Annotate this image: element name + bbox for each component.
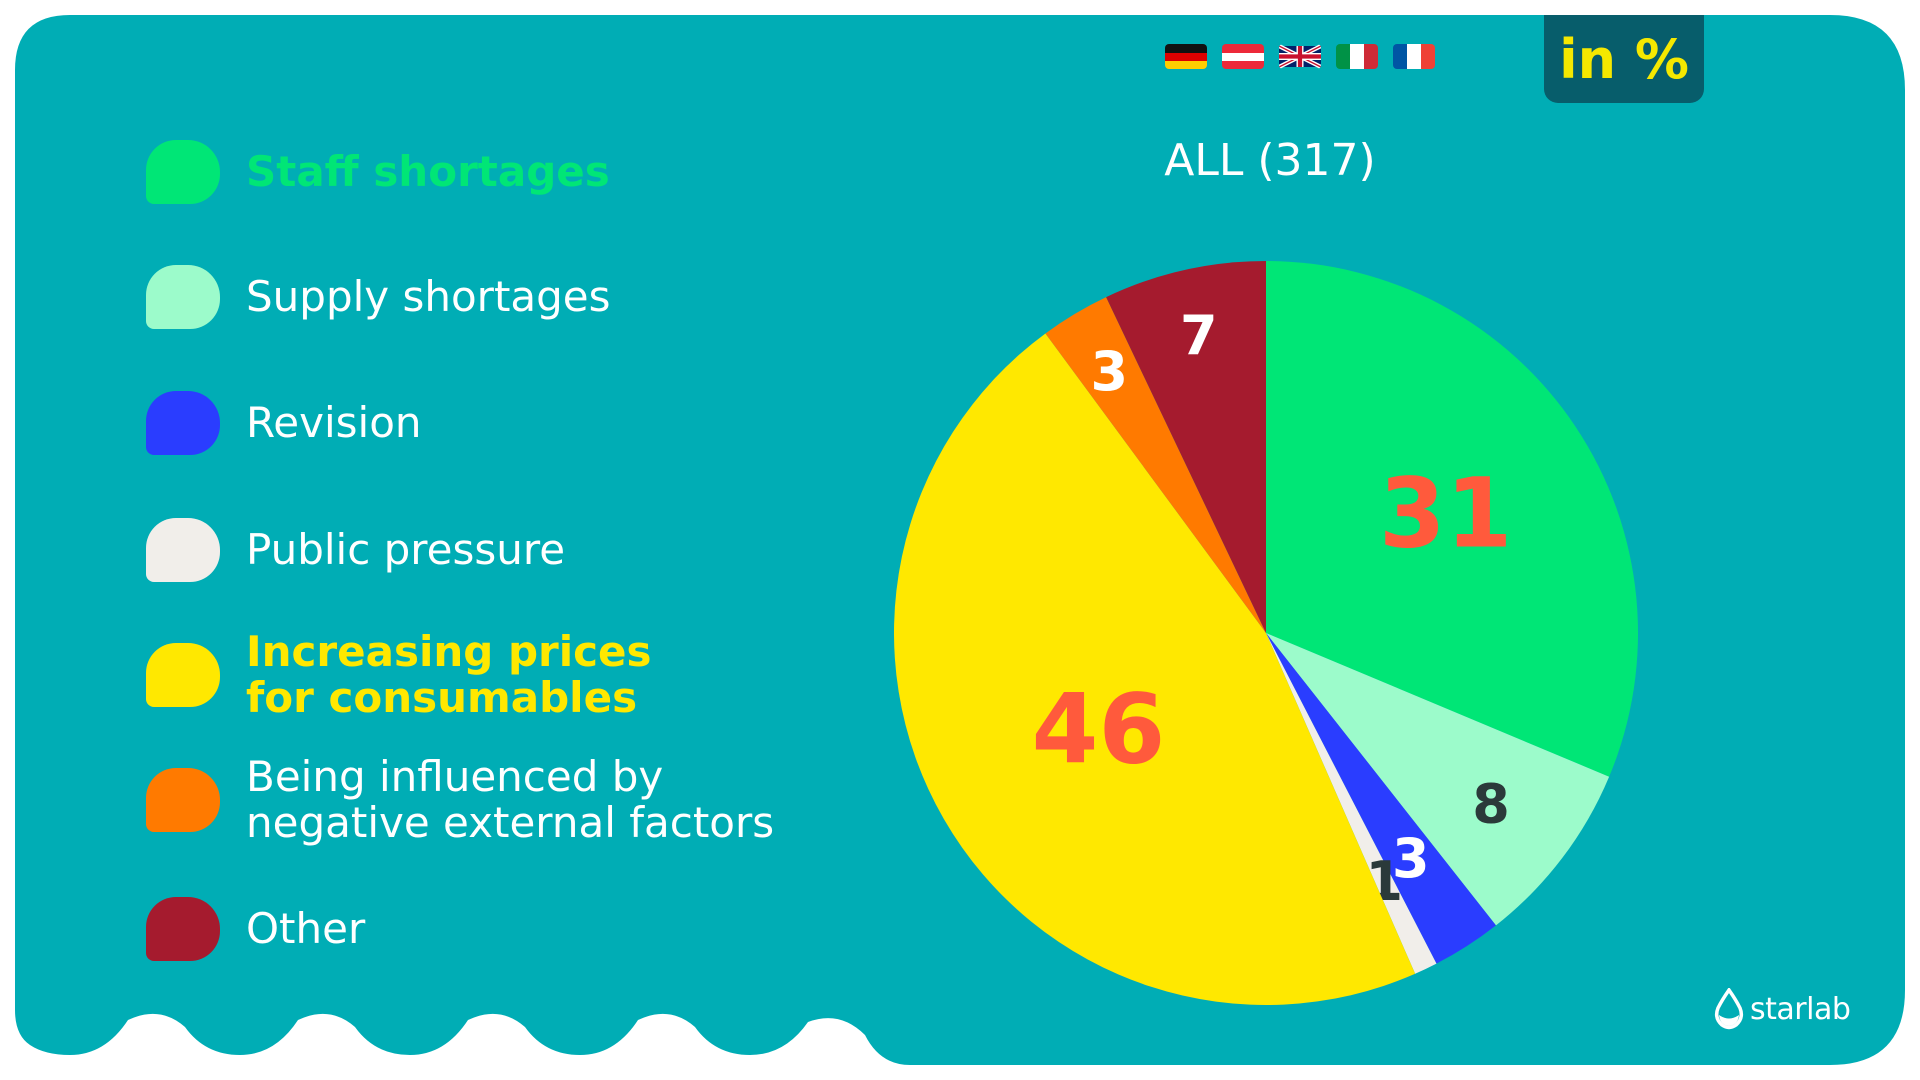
language-flags bbox=[1165, 44, 1435, 69]
legend-item: Other bbox=[146, 897, 365, 961]
pie-slice-value-label: 46 bbox=[1032, 674, 1166, 786]
legend-label: Supply shortages bbox=[246, 272, 611, 321]
unit-badge: in % bbox=[1544, 15, 1704, 103]
germany-flag-icon[interactable] bbox=[1165, 44, 1207, 69]
pie-slice bbox=[1266, 633, 1437, 974]
legend-item: Supply shortages bbox=[146, 265, 611, 329]
legend-label: Revision bbox=[246, 398, 422, 447]
brand-name: starlab bbox=[1750, 991, 1851, 1027]
starlab-logo-icon bbox=[1714, 988, 1744, 1030]
france-flag-icon[interactable] bbox=[1393, 44, 1435, 69]
legend-swatch bbox=[146, 643, 220, 707]
legend-label: Staff shortages bbox=[246, 147, 610, 196]
pie-slice bbox=[1266, 261, 1638, 777]
brand-logo: starlab bbox=[1714, 988, 1851, 1030]
legend-swatch bbox=[146, 265, 220, 329]
uk-flag-icon[interactable] bbox=[1279, 44, 1321, 69]
legend-item: Public pressure bbox=[146, 518, 565, 582]
pie-slice bbox=[1266, 633, 1610, 926]
pie-slice-value-label: 7 bbox=[1180, 304, 1218, 367]
legend-swatch bbox=[146, 140, 220, 204]
pie-slice-value-label: 3 bbox=[1392, 827, 1430, 890]
legend-label: Being influenced by negative external fa… bbox=[246, 752, 775, 847]
legend: Staff shortages Supply shortages Revision P… bbox=[146, 0, 846, 1080]
legend-item: Increasing prices for consumables bbox=[146, 629, 652, 721]
pie-slice bbox=[1266, 633, 1496, 964]
pie-slice bbox=[1106, 261, 1266, 633]
legend-swatch bbox=[146, 518, 220, 582]
legend-swatch bbox=[146, 391, 220, 455]
legend-label: Other bbox=[246, 904, 366, 953]
austria-flag-icon[interactable] bbox=[1222, 44, 1264, 69]
legend-item: Being influenced by negative external fa… bbox=[146, 754, 774, 846]
chart-title: ALL (317) bbox=[1164, 135, 1376, 186]
pie-slice bbox=[894, 333, 1416, 1005]
legend-item: Staff shortages bbox=[146, 140, 610, 204]
pie-slice bbox=[1045, 297, 1266, 633]
italy-flag-icon[interactable] bbox=[1336, 44, 1378, 69]
legend-swatch bbox=[146, 897, 220, 961]
legend-label: Increasing prices for consumables bbox=[246, 627, 652, 722]
legend-item: Revision bbox=[146, 391, 422, 455]
pie-slice-value-label: 8 bbox=[1472, 773, 1510, 836]
pie-slice-value-label: 3 bbox=[1091, 340, 1129, 403]
legend-swatch bbox=[146, 768, 220, 832]
legend-label: Public pressure bbox=[246, 525, 566, 574]
pie-slice-value-label: 31 bbox=[1379, 457, 1513, 569]
